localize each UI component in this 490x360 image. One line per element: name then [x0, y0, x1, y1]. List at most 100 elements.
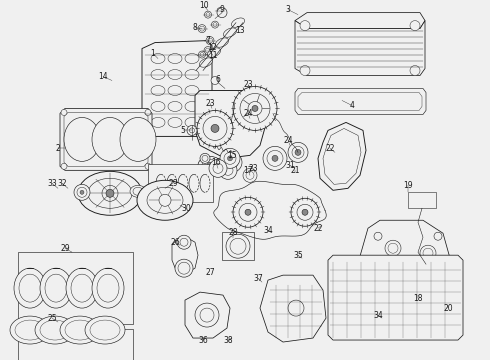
Ellipse shape — [217, 8, 227, 18]
Ellipse shape — [45, 274, 67, 302]
Ellipse shape — [217, 8, 223, 14]
Text: 37: 37 — [253, 274, 263, 283]
Text: 15: 15 — [227, 151, 237, 160]
Ellipse shape — [85, 316, 125, 344]
Ellipse shape — [205, 48, 211, 53]
Ellipse shape — [202, 159, 218, 171]
Ellipse shape — [410, 66, 420, 76]
Ellipse shape — [185, 117, 199, 127]
Text: 11: 11 — [208, 51, 218, 60]
Ellipse shape — [65, 320, 95, 340]
Ellipse shape — [204, 11, 212, 18]
Ellipse shape — [195, 303, 219, 327]
Ellipse shape — [240, 94, 270, 123]
Text: 25: 25 — [47, 314, 57, 323]
Ellipse shape — [292, 147, 304, 158]
Ellipse shape — [168, 69, 182, 80]
Text: 33: 33 — [47, 179, 57, 188]
Ellipse shape — [74, 184, 90, 200]
Ellipse shape — [102, 185, 118, 201]
Ellipse shape — [388, 243, 398, 253]
Polygon shape — [318, 122, 366, 190]
Ellipse shape — [40, 268, 72, 308]
Ellipse shape — [198, 24, 206, 33]
Ellipse shape — [206, 37, 214, 45]
Text: 23: 23 — [248, 164, 258, 173]
Ellipse shape — [185, 102, 199, 112]
Ellipse shape — [288, 300, 304, 316]
Polygon shape — [295, 89, 426, 114]
Ellipse shape — [267, 150, 283, 166]
Text: 35: 35 — [293, 251, 303, 260]
Ellipse shape — [233, 197, 263, 227]
Polygon shape — [323, 129, 361, 184]
Polygon shape — [260, 275, 326, 342]
Ellipse shape — [71, 274, 93, 302]
Ellipse shape — [145, 109, 151, 116]
Ellipse shape — [151, 85, 165, 95]
Text: 34: 34 — [373, 311, 383, 320]
Ellipse shape — [197, 111, 233, 147]
Ellipse shape — [245, 209, 251, 215]
Ellipse shape — [223, 165, 233, 175]
Ellipse shape — [374, 232, 382, 240]
Ellipse shape — [90, 320, 120, 340]
Ellipse shape — [168, 85, 182, 95]
Ellipse shape — [291, 198, 319, 226]
Text: 21: 21 — [290, 166, 300, 175]
Polygon shape — [360, 220, 450, 328]
Ellipse shape — [297, 204, 313, 220]
Ellipse shape — [213, 23, 217, 27]
Ellipse shape — [211, 125, 219, 132]
Ellipse shape — [223, 28, 237, 37]
Ellipse shape — [147, 187, 183, 213]
Ellipse shape — [92, 117, 128, 161]
Ellipse shape — [248, 102, 262, 116]
Polygon shape — [142, 41, 212, 136]
Ellipse shape — [220, 148, 240, 168]
Ellipse shape — [78, 171, 142, 215]
Polygon shape — [295, 13, 425, 28]
Ellipse shape — [106, 189, 114, 197]
Ellipse shape — [302, 209, 308, 215]
Bar — [408, 192, 436, 208]
Text: 26: 26 — [170, 238, 180, 247]
Text: 17: 17 — [243, 166, 253, 175]
Ellipse shape — [151, 54, 165, 63]
Ellipse shape — [180, 238, 188, 246]
Ellipse shape — [14, 268, 46, 308]
Ellipse shape — [15, 320, 45, 340]
Ellipse shape — [434, 232, 442, 240]
Bar — [18, 252, 133, 324]
Ellipse shape — [80, 190, 84, 194]
Text: 10: 10 — [199, 1, 209, 10]
Ellipse shape — [61, 163, 67, 169]
Text: 4: 4 — [349, 101, 354, 110]
Text: 6: 6 — [216, 75, 220, 84]
Ellipse shape — [272, 156, 278, 161]
Ellipse shape — [120, 117, 156, 161]
Text: 27: 27 — [205, 267, 215, 276]
Text: 16: 16 — [211, 158, 221, 167]
Ellipse shape — [168, 102, 182, 112]
Ellipse shape — [88, 178, 132, 208]
Text: 28: 28 — [228, 228, 238, 237]
Ellipse shape — [151, 69, 165, 80]
Ellipse shape — [133, 187, 143, 195]
Text: 18: 18 — [413, 294, 423, 303]
Ellipse shape — [159, 194, 171, 206]
Ellipse shape — [207, 162, 213, 168]
Text: 19: 19 — [403, 181, 413, 190]
Ellipse shape — [178, 262, 190, 274]
Ellipse shape — [388, 293, 398, 303]
Ellipse shape — [185, 85, 199, 95]
Ellipse shape — [60, 316, 100, 344]
Ellipse shape — [198, 156, 222, 174]
Polygon shape — [172, 238, 198, 272]
Ellipse shape — [410, 21, 420, 31]
Ellipse shape — [200, 308, 214, 322]
Ellipse shape — [177, 235, 191, 249]
Ellipse shape — [420, 245, 436, 261]
Ellipse shape — [213, 163, 223, 173]
Ellipse shape — [175, 259, 193, 277]
